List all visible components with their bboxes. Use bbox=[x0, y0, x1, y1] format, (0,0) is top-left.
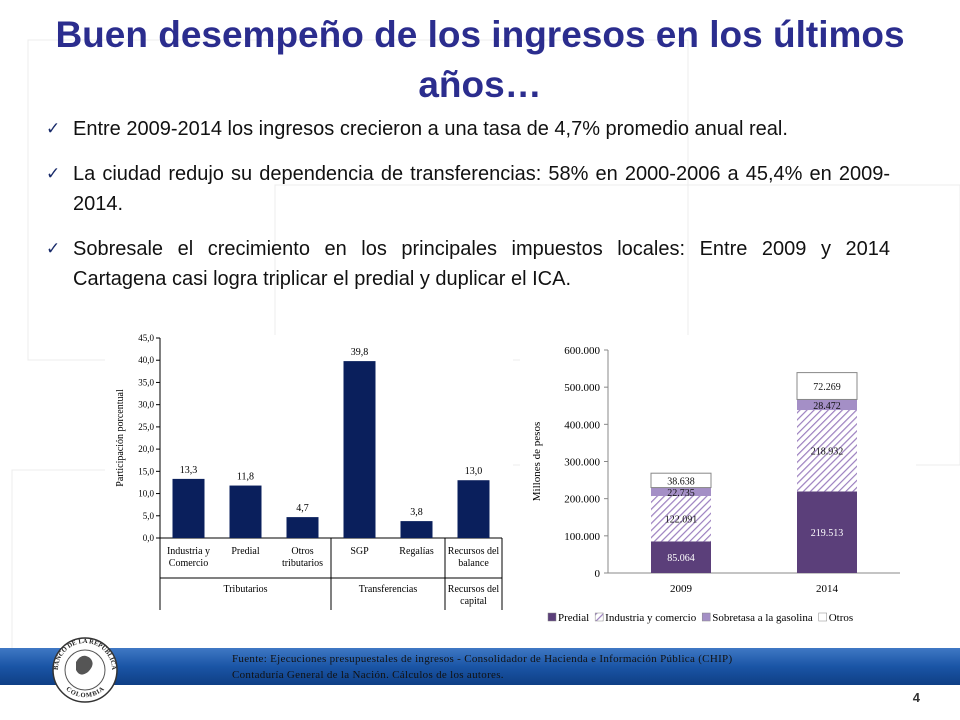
x-tick-label: 2009 bbox=[670, 583, 693, 595]
value-label: 13,3 bbox=[180, 465, 198, 476]
bar-segment bbox=[650, 472, 712, 489]
legend-swatch bbox=[547, 612, 557, 622]
y-tick-label: 400.000 bbox=[564, 419, 600, 431]
x-tick-label: Industria y Comercio bbox=[166, 546, 211, 569]
x-tick-label: SGP bbox=[350, 546, 369, 557]
value-label: 85.064 bbox=[667, 553, 695, 564]
bullet: Entre 2009-2014 los ingresos crecieron a… bbox=[40, 114, 890, 144]
bar bbox=[172, 478, 205, 538]
y-tick-label: 25,0 bbox=[138, 422, 154, 432]
y-tick-label: 100.000 bbox=[564, 531, 600, 543]
legend-swatch bbox=[594, 612, 604, 622]
value-label: 122.091 bbox=[665, 515, 698, 526]
bar-segment bbox=[651, 541, 711, 573]
bar-segment bbox=[796, 372, 858, 400]
bar-segment bbox=[651, 496, 711, 542]
y-axis-label: Millones de pesos bbox=[531, 422, 543, 501]
bar-segment bbox=[797, 491, 857, 573]
group-label: Transferencias bbox=[358, 584, 418, 595]
value-label: 11,8 bbox=[237, 472, 254, 483]
y-tick-label: 40,0 bbox=[138, 355, 154, 365]
legend-swatch bbox=[818, 612, 827, 622]
group-label: Recursos del capital bbox=[447, 584, 500, 607]
y-tick-label: 45,0 bbox=[138, 333, 154, 343]
y-tick-label: 35,0 bbox=[138, 377, 154, 387]
y-tick-label: 200.000 bbox=[564, 494, 600, 506]
x-tick-label: Otros tributarios bbox=[281, 546, 324, 569]
value-label: 72.269 bbox=[813, 382, 841, 393]
source-note: Fuente: Ejecuciones presupuestales de in… bbox=[232, 653, 733, 681]
group-label: Tributarios bbox=[223, 584, 268, 595]
y-tick-label: 5,0 bbox=[143, 511, 155, 521]
bullet-list: Entre 2009-2014 los ingresos crecieron a… bbox=[40, 114, 890, 309]
x-tick-label: Predial bbox=[231, 546, 260, 557]
x-tick-label: 2014 bbox=[816, 583, 839, 595]
value-label: 39,8 bbox=[351, 347, 369, 358]
bar-segment bbox=[797, 410, 857, 492]
y-tick-label: 20,0 bbox=[138, 444, 154, 454]
y-tick-label: 0 bbox=[595, 568, 601, 580]
y-tick-label: 30,0 bbox=[138, 400, 154, 410]
y-tick-label: 600.000 bbox=[564, 345, 600, 357]
value-label: 22.735 bbox=[667, 488, 695, 499]
legend-label: Industria y comercio bbox=[605, 612, 697, 624]
legend-label: Predial bbox=[558, 612, 589, 624]
value-label: 218.932 bbox=[811, 447, 844, 458]
y-axis-label: Participación porcentual bbox=[115, 389, 126, 487]
bar bbox=[457, 480, 490, 538]
bar bbox=[229, 485, 262, 538]
footer-band bbox=[0, 648, 960, 685]
slide-title: Buen desempeño de los ingresos en los úl… bbox=[55, 14, 905, 105]
legend-swatch bbox=[701, 612, 711, 622]
bar bbox=[400, 521, 433, 538]
y-tick-label: 300.000 bbox=[564, 457, 600, 469]
value-label: 3,8 bbox=[410, 507, 423, 518]
bar-segment bbox=[651, 487, 711, 497]
x-tick-label: Regalías bbox=[399, 546, 434, 557]
value-label: 219.513 bbox=[811, 528, 844, 539]
y-tick-label: 500.000 bbox=[564, 382, 600, 394]
bullet: La ciudad redujo su dependencia de trans… bbox=[40, 159, 890, 219]
x-tick-label: Recursos del balance bbox=[447, 546, 500, 569]
value-label: 28.472 bbox=[813, 401, 841, 412]
y-tick-label: 10,0 bbox=[138, 489, 154, 499]
bar bbox=[343, 361, 376, 538]
legend-label: Otros bbox=[829, 612, 853, 624]
value-label: 4,7 bbox=[296, 503, 309, 514]
y-tick-label: 0,0 bbox=[143, 533, 155, 543]
bar bbox=[286, 517, 319, 538]
value-label: 13,0 bbox=[465, 466, 483, 477]
page-number: 4 bbox=[912, 690, 920, 705]
logo-head bbox=[76, 655, 93, 675]
y-tick-label: 15,0 bbox=[138, 466, 154, 476]
bar-segment bbox=[797, 399, 857, 411]
value-label: 38.638 bbox=[667, 476, 695, 487]
legend-label: Sobretasa a la gasolina bbox=[712, 612, 813, 624]
bullet: Sobresale el crecimiento en los principa… bbox=[40, 234, 890, 294]
